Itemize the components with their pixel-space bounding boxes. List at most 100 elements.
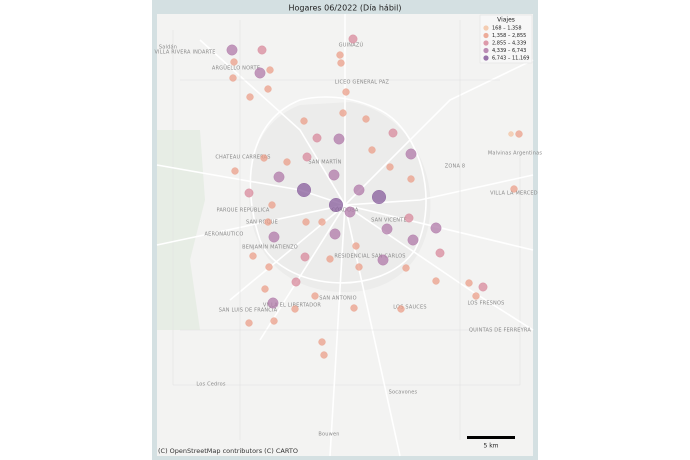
trip-point (508, 131, 514, 137)
place-label: Socavones (389, 390, 418, 396)
place-label: Saldán (159, 44, 177, 51)
trip-point (465, 279, 473, 287)
trip-point (320, 351, 328, 359)
trip-point (515, 130, 523, 138)
place-label: SAN LUIS DE FRANCIA (219, 308, 278, 314)
place-label: QUINTAS DE FERREYRA (469, 328, 531, 334)
trip-point (246, 93, 254, 101)
trip-point (333, 133, 345, 145)
trip-point (355, 263, 363, 271)
map-title: Hogares 06/2022 (Día hábil) (289, 4, 402, 13)
trip-point (268, 201, 276, 209)
trip-point (311, 292, 319, 300)
trip-point (407, 234, 419, 246)
trip-point (291, 277, 301, 287)
trip-point (510, 185, 518, 193)
place-label: LOS FRESNOS (467, 301, 504, 307)
trip-point (350, 304, 358, 312)
place-label: Los Cedros (196, 382, 225, 388)
legend-label: 2,855 – 4,339 (492, 41, 526, 47)
place-label: VILLA LA MERCED (490, 191, 538, 197)
legend-label: 6,743 – 11,169 (492, 56, 530, 62)
legend-label: 168 – 1,358 (492, 26, 522, 32)
trip-point (388, 128, 398, 138)
place-label: BENJAMÍN MATIENZO (242, 244, 298, 251)
trip-point (432, 277, 440, 285)
trip-point (348, 34, 358, 44)
trip-point (312, 133, 322, 143)
trip-point (326, 255, 334, 263)
trip-point (264, 218, 272, 226)
trip-point (404, 213, 414, 223)
trip-point (337, 59, 345, 67)
trip-points (226, 34, 523, 359)
legend-swatch (483, 55, 489, 61)
place-label: RESIDENCIAL SAN CARLOS (334, 254, 405, 260)
trip-point (300, 252, 310, 262)
legend-label: 1,358 – 2,855 (492, 33, 526, 39)
place-label: Bouwen (318, 432, 339, 438)
trip-point (430, 222, 442, 234)
trip-point (266, 66, 274, 74)
trip-point (318, 218, 326, 226)
trip-point (478, 282, 488, 292)
basemap-features (156, 14, 534, 457)
trip-point (254, 67, 266, 79)
trip-point (386, 163, 394, 171)
place-label: CHATEAU CARRERAS (215, 155, 270, 161)
trip-point (300, 117, 308, 125)
trip-point (377, 254, 389, 266)
trip-point (267, 297, 279, 309)
place-label: LOS SAUCES (393, 305, 426, 311)
place-label: GUIÑAZÚ (339, 42, 364, 49)
trip-point (397, 305, 405, 313)
trip-point (329, 228, 341, 240)
trip-point (268, 231, 280, 243)
trip-point (372, 189, 387, 204)
trip-point (329, 197, 344, 212)
trip-point (302, 218, 310, 226)
trip-point (283, 158, 291, 166)
place-label: Malvinas Argentinas (488, 151, 543, 157)
trip-point (362, 115, 370, 123)
trip-point (230, 58, 238, 66)
trip-point (226, 44, 238, 56)
scale-bar: 5 km (467, 436, 515, 450)
place-label: ARGÜELLO NORTE (212, 65, 260, 72)
place-label: SAN ROQUE (246, 220, 278, 226)
attribution: (C) OpenStreetMap contributors (C) CARTO (158, 447, 298, 455)
trip-point (257, 45, 267, 55)
legend-swatch (483, 25, 489, 31)
trip-point (407, 175, 415, 183)
trip-point (291, 305, 299, 313)
place-label: VILLA EL LIBERTADOR (263, 303, 322, 309)
place-label: VILLA RIVERA INDARTE (154, 50, 215, 56)
place-label: SAN MARTÍN (308, 159, 341, 166)
trip-point (270, 317, 278, 325)
place-label: ZONA 8 (445, 164, 466, 170)
trip-point (302, 152, 312, 162)
trip-point (328, 169, 340, 181)
place-label: SAN ANTONIO (319, 296, 357, 302)
legend-swatch (483, 32, 489, 39)
trip-point (472, 292, 480, 300)
trip-point (336, 51, 344, 59)
trip-point (264, 85, 272, 93)
trip-point (435, 248, 445, 258)
trip-point (265, 263, 273, 271)
legend-title: Viajes (497, 17, 515, 24)
trip-point (353, 184, 365, 196)
trip-point (231, 167, 239, 175)
trip-point (273, 171, 285, 183)
trip-point (352, 242, 360, 250)
scale-bar-label: 5 km (483, 443, 498, 450)
trip-point (368, 146, 376, 154)
place-label: AERONÁUTICO (205, 231, 244, 238)
trip-point (229, 74, 237, 82)
legend-box (479, 14, 533, 64)
trip-point (244, 188, 254, 198)
trip-point (318, 338, 326, 346)
